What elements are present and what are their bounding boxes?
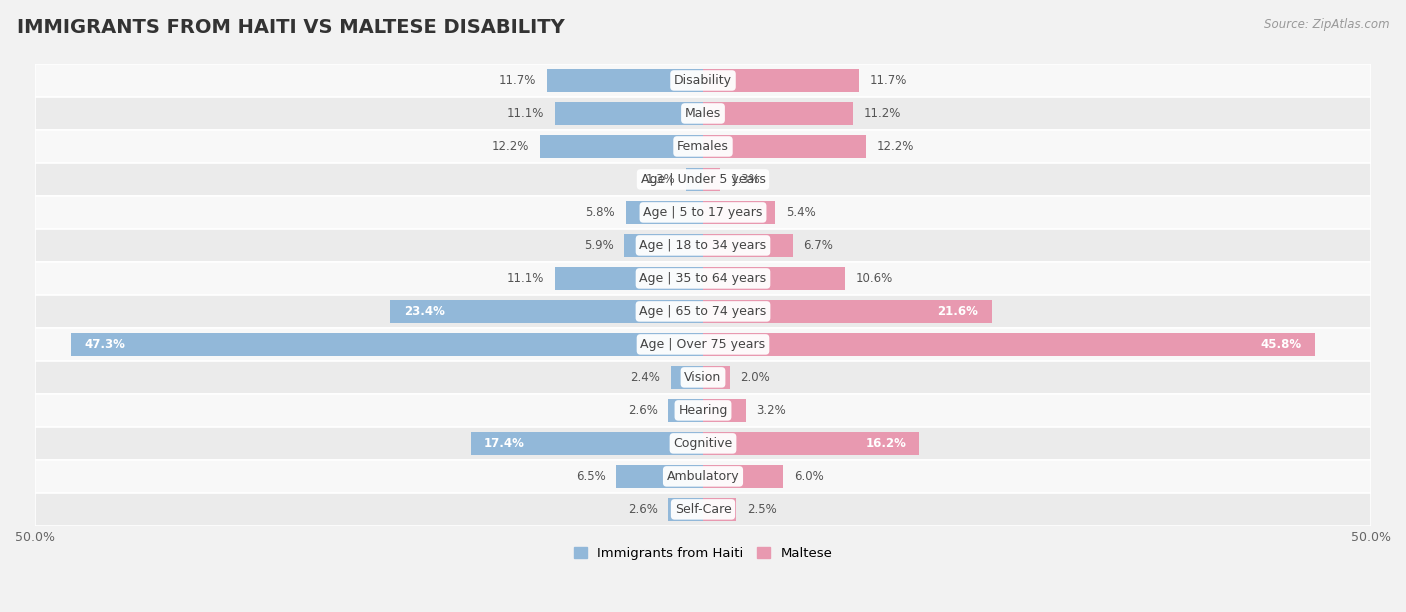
Bar <box>703 69 859 92</box>
Bar <box>35 460 1371 493</box>
Text: Disability: Disability <box>673 74 733 87</box>
Text: 6.5%: 6.5% <box>575 470 606 483</box>
Bar <box>555 102 703 125</box>
Text: Age | 65 to 74 years: Age | 65 to 74 years <box>640 305 766 318</box>
Text: Hearing: Hearing <box>678 404 728 417</box>
Text: 5.4%: 5.4% <box>786 206 815 219</box>
Bar <box>35 196 1371 229</box>
Text: 11.2%: 11.2% <box>863 107 901 120</box>
Bar <box>35 493 1371 526</box>
Text: 2.6%: 2.6% <box>627 503 658 516</box>
Text: 2.0%: 2.0% <box>741 371 770 384</box>
Bar <box>35 163 1371 196</box>
Text: Age | 5 to 17 years: Age | 5 to 17 years <box>644 206 762 219</box>
Text: 11.7%: 11.7% <box>499 74 536 87</box>
Bar <box>35 427 1371 460</box>
Text: 23.4%: 23.4% <box>404 305 444 318</box>
Bar <box>671 366 703 389</box>
Text: Age | 18 to 34 years: Age | 18 to 34 years <box>640 239 766 252</box>
Text: 1.3%: 1.3% <box>645 173 675 186</box>
Text: Age | Under 5 years: Age | Under 5 years <box>641 173 765 186</box>
Bar <box>703 399 745 422</box>
Bar <box>668 399 703 422</box>
Bar <box>72 333 703 356</box>
Text: 17.4%: 17.4% <box>484 437 524 450</box>
Text: 2.4%: 2.4% <box>630 371 661 384</box>
Bar <box>35 394 1371 427</box>
Text: 6.0%: 6.0% <box>794 470 824 483</box>
Text: Males: Males <box>685 107 721 120</box>
Text: 5.8%: 5.8% <box>585 206 614 219</box>
Bar <box>703 333 1315 356</box>
Text: 3.2%: 3.2% <box>756 404 786 417</box>
Bar <box>703 432 920 455</box>
Bar <box>35 361 1371 394</box>
Bar <box>703 267 845 289</box>
Text: 2.5%: 2.5% <box>747 503 778 516</box>
Bar <box>703 102 852 125</box>
Text: 45.8%: 45.8% <box>1260 338 1302 351</box>
Text: 12.2%: 12.2% <box>877 140 914 153</box>
Text: Source: ZipAtlas.com: Source: ZipAtlas.com <box>1264 18 1389 31</box>
Text: Females: Females <box>678 140 728 153</box>
Text: 1.3%: 1.3% <box>731 173 761 186</box>
Bar <box>616 465 703 488</box>
Bar <box>624 234 703 256</box>
Bar <box>540 135 703 158</box>
Text: 2.6%: 2.6% <box>627 404 658 417</box>
Text: 47.3%: 47.3% <box>84 338 125 351</box>
Bar <box>703 498 737 521</box>
Bar <box>35 229 1371 262</box>
Bar <box>668 498 703 521</box>
Bar <box>686 168 703 191</box>
Text: 11.1%: 11.1% <box>506 107 544 120</box>
Bar <box>703 300 991 323</box>
Text: Vision: Vision <box>685 371 721 384</box>
Text: 21.6%: 21.6% <box>938 305 979 318</box>
Bar <box>703 135 866 158</box>
Bar <box>703 234 793 256</box>
Bar <box>555 267 703 289</box>
Bar <box>35 262 1371 295</box>
Text: IMMIGRANTS FROM HAITI VS MALTESE DISABILITY: IMMIGRANTS FROM HAITI VS MALTESE DISABIL… <box>17 18 565 37</box>
Bar <box>35 295 1371 328</box>
Text: Age | Over 75 years: Age | Over 75 years <box>641 338 765 351</box>
Bar <box>703 168 720 191</box>
Text: 11.1%: 11.1% <box>506 272 544 285</box>
Bar <box>547 69 703 92</box>
Bar <box>703 201 775 223</box>
Text: 16.2%: 16.2% <box>865 437 905 450</box>
Text: Cognitive: Cognitive <box>673 437 733 450</box>
Bar <box>35 328 1371 361</box>
Bar <box>35 97 1371 130</box>
Bar <box>703 366 730 389</box>
Text: Ambulatory: Ambulatory <box>666 470 740 483</box>
Text: Age | 35 to 64 years: Age | 35 to 64 years <box>640 272 766 285</box>
Text: 5.9%: 5.9% <box>583 239 613 252</box>
Text: 12.2%: 12.2% <box>492 140 529 153</box>
Bar <box>35 130 1371 163</box>
Text: 10.6%: 10.6% <box>855 272 893 285</box>
Bar <box>471 432 703 455</box>
Bar <box>703 465 783 488</box>
Bar <box>35 64 1371 97</box>
Bar <box>626 201 703 223</box>
Text: 11.7%: 11.7% <box>870 74 907 87</box>
Bar <box>391 300 703 323</box>
Text: 6.7%: 6.7% <box>803 239 834 252</box>
Text: Self-Care: Self-Care <box>675 503 731 516</box>
Legend: Immigrants from Haiti, Maltese: Immigrants from Haiti, Maltese <box>568 542 838 565</box>
